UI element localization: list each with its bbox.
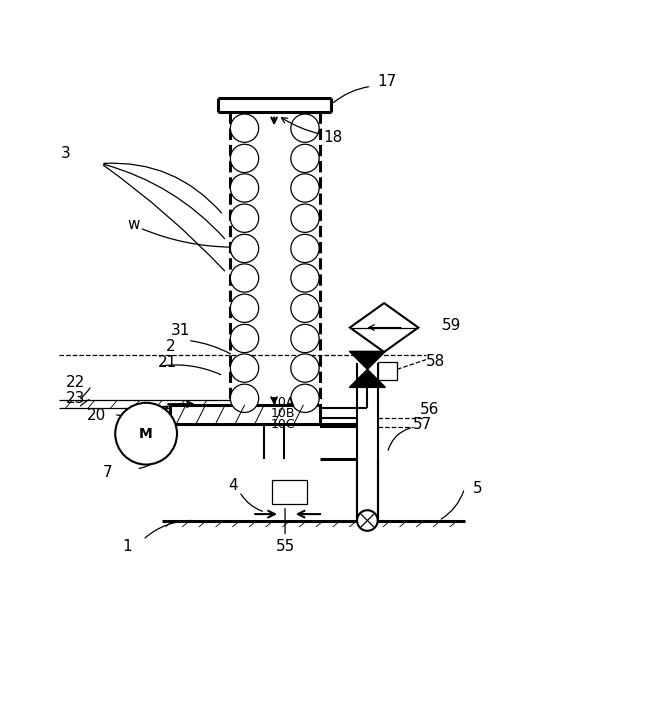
Text: 1: 1	[122, 539, 132, 554]
Bar	[170, 405, 320, 424]
Bar	[271, 480, 307, 504]
Text: 57: 57	[413, 416, 432, 431]
Circle shape	[231, 294, 258, 322]
Polygon shape	[349, 369, 386, 387]
Circle shape	[231, 174, 258, 202]
Circle shape	[291, 204, 319, 232]
Circle shape	[291, 384, 319, 412]
Circle shape	[357, 511, 378, 530]
Text: 59: 59	[442, 318, 461, 333]
Circle shape	[291, 294, 319, 322]
Text: 17: 17	[378, 73, 397, 88]
Text: 2: 2	[166, 339, 175, 354]
Text: 10B: 10B	[271, 406, 295, 420]
Text: 5: 5	[473, 481, 482, 496]
Text: 22: 22	[66, 375, 85, 390]
Text: 18: 18	[323, 130, 342, 145]
Text: 3: 3	[61, 146, 70, 161]
Circle shape	[291, 144, 319, 173]
Circle shape	[231, 324, 258, 353]
Text: 55: 55	[275, 539, 295, 554]
Circle shape	[291, 264, 319, 292]
Circle shape	[291, 174, 319, 202]
Circle shape	[231, 144, 258, 173]
Circle shape	[231, 354, 258, 382]
Text: 21: 21	[158, 356, 177, 371]
Text: 4: 4	[228, 478, 238, 493]
Polygon shape	[350, 303, 419, 352]
Text: 23: 23	[66, 391, 85, 406]
Circle shape	[291, 114, 319, 143]
Circle shape	[231, 235, 258, 262]
Polygon shape	[349, 352, 386, 369]
Circle shape	[231, 264, 258, 292]
Text: 7: 7	[103, 465, 112, 480]
Circle shape	[115, 403, 177, 465]
Circle shape	[291, 235, 319, 262]
Text: w: w	[127, 217, 140, 232]
Text: 10C: 10C	[271, 418, 295, 431]
Text: 10A: 10A	[271, 396, 295, 409]
Text: 31: 31	[171, 323, 190, 338]
Text: 56: 56	[419, 401, 439, 416]
Text: 58: 58	[426, 354, 445, 369]
Circle shape	[231, 384, 258, 412]
Circle shape	[231, 114, 258, 143]
Circle shape	[291, 354, 319, 382]
Circle shape	[291, 324, 319, 353]
Text: 20: 20	[87, 408, 106, 424]
Circle shape	[231, 204, 258, 232]
Text: M: M	[140, 426, 153, 441]
Bar	[378, 362, 397, 380]
